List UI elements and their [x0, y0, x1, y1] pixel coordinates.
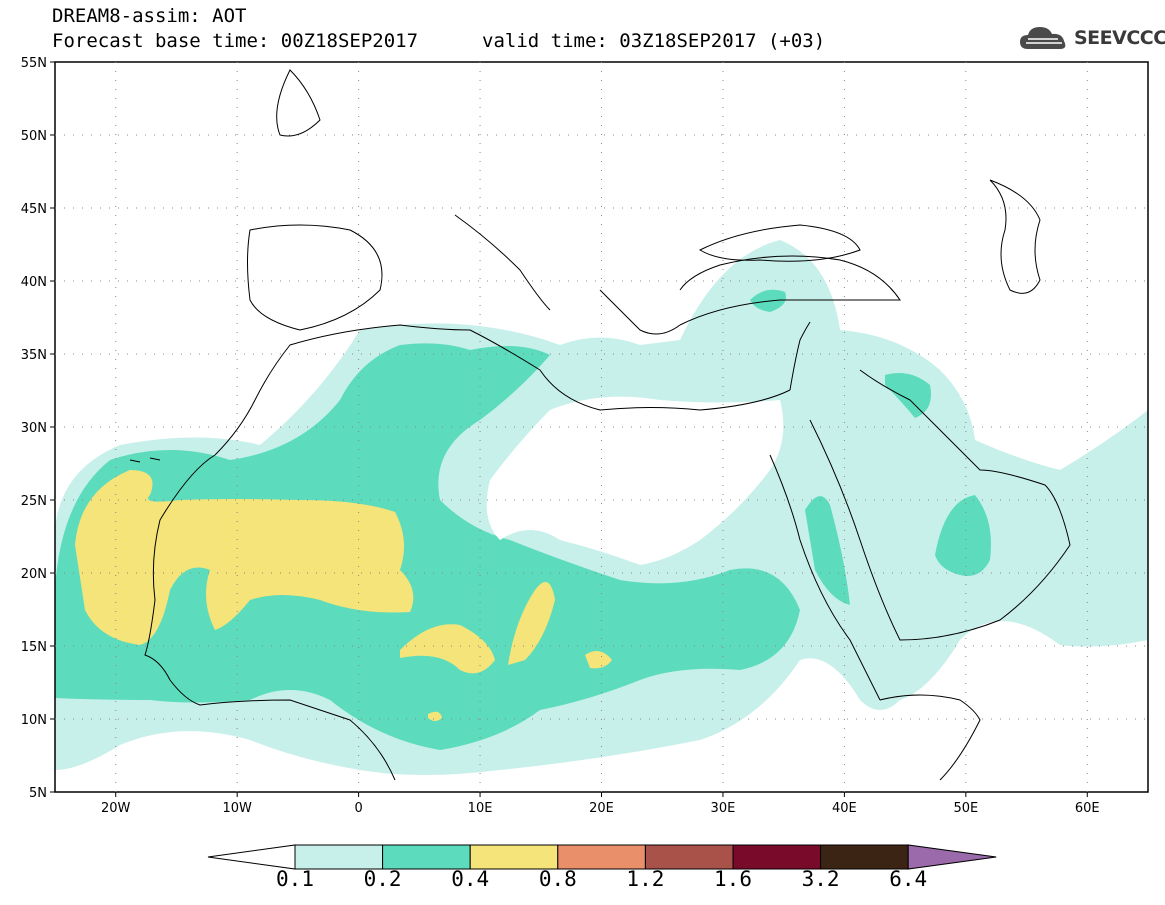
colorbar-label: 0.2	[363, 867, 402, 891]
colorbar-label: 3.2	[801, 867, 840, 891]
lon-tick-label: 50E	[953, 801, 978, 816]
lon-tick-label: 40E	[832, 801, 857, 816]
colorbar-swatch	[820, 844, 909, 870]
coastline-caspian	[989, 179, 1041, 294]
colorbar-label: 0.1	[276, 867, 314, 891]
aot-band-0-2-redsea	[805, 496, 850, 605]
aot-shading	[55, 240, 1148, 775]
coastline-levant	[789, 321, 811, 391]
lat-tick-label: 10N	[21, 713, 47, 728]
map-title: DREAM8-assim: AOT	[52, 5, 247, 27]
lon-tick-label: 10E	[468, 801, 493, 816]
lat-tick-label: 35N	[21, 348, 47, 363]
lat-tick-label: 15N	[21, 640, 47, 655]
lon-tick-label: 60E	[1075, 801, 1100, 816]
colorbar-over-arrow	[907, 844, 997, 870]
lat-tick-label: 55N	[21, 56, 47, 71]
lon-tick-label: 30E	[711, 801, 736, 816]
lat-tick-label: 20N	[21, 567, 47, 582]
lat-tick-label: 40N	[21, 275, 47, 290]
aot-band-0-2-iraq	[885, 372, 931, 418]
lat-tick-label: 30N	[21, 421, 47, 436]
coastline-iberia	[247, 224, 383, 331]
coastlines	[129, 69, 1071, 781]
aot-band-0-2-arabia	[935, 495, 991, 576]
colorbar-label: 6.4	[889, 867, 928, 891]
lon-tick-label: 10W	[222, 801, 252, 816]
logo-text: SEEVCCC	[1074, 27, 1165, 49]
coastline-britain	[276, 69, 321, 137]
coastline-north-africa	[214, 324, 791, 456]
lat-tick-label: 25N	[21, 494, 47, 509]
aot-band-0-4-sudan	[508, 582, 555, 665]
colorbar-label: 1.6	[714, 867, 752, 891]
lat-tick-label: 45N	[21, 202, 47, 217]
coastline-arabia	[809, 369, 1071, 641]
coastline-redsea	[769, 454, 881, 701]
longitude-axis: 20W 10W 0 10E 20E 30E 40E 50E 60E	[101, 792, 1100, 816]
coastline-turkey	[679, 255, 901, 326]
lat-tick-label: 5N	[29, 786, 47, 801]
seevccc-logo: SEEVCCC	[1018, 22, 1165, 54]
aot-band-0-4-east	[585, 651, 612, 669]
coastline-europe-africa	[144, 454, 396, 781]
forecast-base-time: Forecast base time: 00Z18SEP2017	[52, 30, 419, 52]
valid-time: valid time: 03Z18SEP2017 (+03)	[482, 30, 826, 52]
clear-sky-area	[486, 396, 784, 565]
colorbar-label: 1.2	[626, 867, 665, 891]
lon-tick-label: 0	[354, 801, 362, 816]
aot-band-0-4-chad	[400, 624, 495, 674]
lon-tick-label: 20E	[589, 801, 614, 816]
aot-band-0-2	[55, 343, 800, 750]
coastline-horn	[879, 694, 981, 781]
colorbar-swatch	[644, 844, 734, 870]
colorbar-under-arrow	[207, 844, 296, 870]
coastline-italy	[454, 214, 551, 311]
colorbar	[207, 844, 997, 870]
colorbar-label: 0.4	[451, 867, 490, 891]
latitude-axis: 55N 50N 45N 40N 35N 30N 25N 20N 15N 10N 5N	[21, 56, 55, 801]
colorbar-swatch	[557, 844, 646, 870]
coastline-greece	[599, 289, 681, 335]
coastline-canaries	[129, 457, 161, 463]
colorbar-label: 0.8	[538, 867, 577, 891]
colorbar-swatch	[469, 844, 559, 870]
colorbar-swatch	[294, 844, 384, 870]
cloud-icon	[1020, 27, 1066, 49]
colorbar-swatch	[382, 844, 471, 870]
aot-band-0-4-west	[75, 470, 414, 645]
aot-band-0-4-south	[428, 711, 442, 721]
colorbar-swatch	[732, 844, 822, 870]
lon-tick-label: 20W	[101, 801, 131, 816]
coastline-blacksea	[698, 224, 861, 262]
lat-tick-label: 50N	[21, 129, 47, 144]
